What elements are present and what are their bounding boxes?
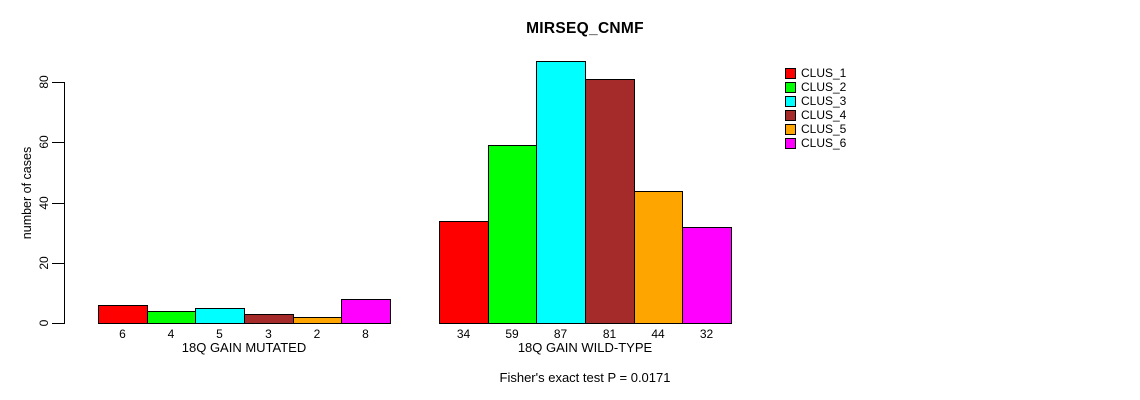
- bar-value-label: 34: [456, 327, 471, 341]
- bar-clus_2: [147, 311, 196, 324]
- legend-swatch-clus_6: [785, 137, 796, 149]
- legend-item: CLUS_4: [785, 108, 846, 122]
- bar-value-label: 32: [699, 327, 714, 341]
- bar-clus_2: [488, 145, 537, 324]
- legend-label: CLUS_6: [801, 135, 847, 150]
- chart-title: MIRSEQ_CNMF: [526, 20, 644, 37]
- y-tick: [52, 142, 64, 143]
- bar-clus_4: [585, 79, 635, 324]
- legend-swatch-clus_2: [785, 81, 796, 93]
- y-axis: [64, 82, 65, 324]
- legend-item: CLUS_1: [785, 66, 846, 80]
- y-tick-label: 0: [37, 319, 51, 327]
- bar-value-label: 59: [505, 327, 519, 341]
- legend: CLUS_1 CLUS_2 CLUS_3 CLUS_4 CLUS_5 CLUS_6: [785, 66, 846, 150]
- legend-swatch-clus_3: [785, 95, 796, 107]
- x-group-label-mutated: 18Q GAIN MUTATED: [181, 340, 307, 355]
- y-tick-label: 40: [37, 196, 51, 210]
- bar-clus_5: [634, 191, 683, 324]
- bar-value-label: 6: [119, 327, 126, 341]
- bar-clus_1: [98, 305, 148, 324]
- legend-item: CLUS_5: [785, 122, 846, 136]
- fisher-test-annotation: Fisher's exact test P = 0.0171: [499, 370, 671, 385]
- y-tick-label: 80: [37, 75, 51, 89]
- bar-clus_6: [341, 299, 391, 324]
- legend-label: CLUS_3: [801, 93, 847, 108]
- legend-swatch-clus_4: [785, 109, 796, 121]
- bar-value-label: 87: [553, 327, 568, 341]
- bar-value-label: 5: [216, 327, 223, 341]
- bar-clus_1: [439, 221, 489, 324]
- legend-item: CLUS_2: [785, 80, 846, 94]
- legend-swatch-clus_5: [785, 123, 796, 135]
- bar-clus_5: [293, 317, 342, 324]
- legend-swatch-clus_1: [785, 67, 796, 79]
- y-axis-label: number of cases: [20, 146, 34, 240]
- y-tick-label: 20: [37, 256, 51, 270]
- legend-label: CLUS_4: [801, 107, 847, 122]
- bar-value-label: 81: [602, 327, 617, 341]
- bar-clus_4: [244, 314, 294, 324]
- bar-value-label: 3: [265, 327, 272, 341]
- legend-label: CLUS_5: [801, 121, 847, 136]
- y-tick: [52, 263, 64, 264]
- x-group-label-wildtype: 18Q GAIN WILD-TYPE: [517, 340, 653, 355]
- bar-clus_3: [536, 61, 586, 324]
- y-tick: [52, 82, 64, 83]
- bar-value-label: 4: [167, 327, 175, 341]
- legend-item: CLUS_3: [785, 94, 846, 108]
- y-tick: [52, 323, 64, 324]
- bar-value-label: 8: [362, 327, 369, 341]
- legend-label: CLUS_1: [801, 65, 847, 80]
- bar-value-label: 44: [651, 327, 665, 341]
- legend-label: CLUS_2: [801, 79, 847, 94]
- bar-value-label: 2: [313, 327, 321, 341]
- y-tick: [52, 203, 64, 204]
- y-tick-label: 60: [37, 135, 51, 149]
- bar-clus_3: [195, 308, 245, 324]
- legend-item: CLUS_6: [785, 136, 846, 150]
- bar-clus_6: [682, 227, 732, 324]
